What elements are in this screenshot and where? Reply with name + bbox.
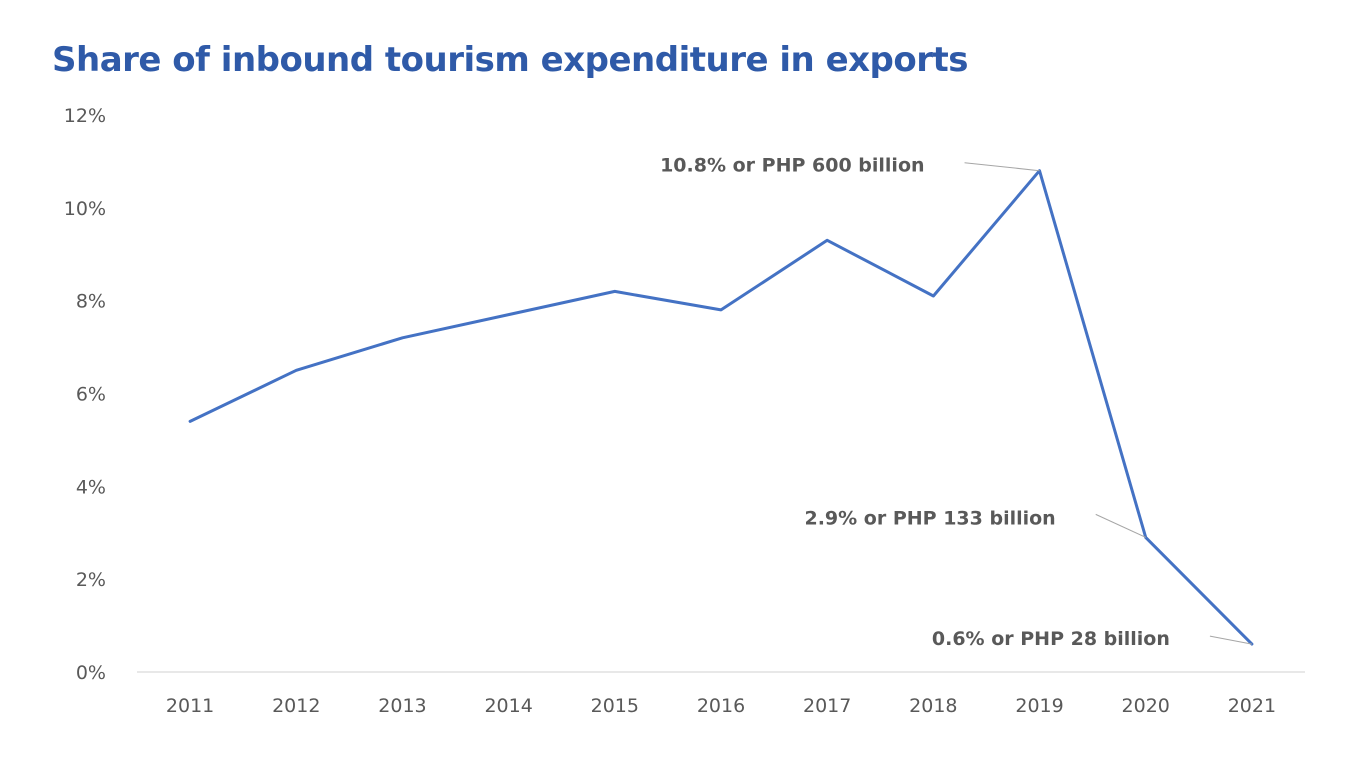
data-label: 10.8% or PHP 600 billion (660, 155, 924, 177)
x-tick-label: 2014 (484, 695, 532, 717)
y-tick-label: 0% (76, 662, 106, 684)
x-axis-labels: 2011 2012 2013 2014 2015 2016 2017 2018 2019 2020… (166, 695, 1276, 717)
y-tick-label: 2% (76, 569, 106, 591)
x-tick-label: 2013 (378, 695, 426, 717)
annotations: 10.8% or PHP 600 billion 2.9% or PHP 133 … (660, 155, 1253, 650)
x-tick-label: 2021 (1228, 695, 1276, 717)
y-tick-label: 12% (64, 105, 106, 127)
data-label: 0.6% or PHP 28 billion (932, 628, 1170, 650)
x-tick-label: 2011 (166, 695, 214, 717)
x-tick-label: 2012 (272, 695, 320, 717)
x-tick-label: 2016 (697, 695, 745, 717)
y-tick-label: 10% (64, 198, 106, 220)
y-tick-label: 8% (76, 291, 106, 313)
series-line (188, 169, 1254, 646)
y-axis-labels: 0% 2% 4% 6% 8% 10% 12% (64, 105, 106, 684)
annotation-leader-line (1209, 635, 1253, 645)
x-tick-label: 2015 (591, 695, 639, 717)
x-tick-label: 2019 (1015, 695, 1063, 717)
data-label: 2.9% or PHP 133 billion (804, 507, 1055, 529)
annotation-leader-line (964, 162, 1040, 172)
y-tick-label: 4% (76, 476, 106, 498)
chart-title: Share of inbound tourism expenditure in … (52, 40, 969, 80)
x-tick-label: 2020 (1122, 695, 1170, 717)
x-tick-label: 2017 (803, 695, 851, 717)
annotation-leader-line (1095, 513, 1146, 538)
x-tick-label: 2018 (909, 695, 957, 717)
y-tick-label: 6% (76, 384, 106, 406)
